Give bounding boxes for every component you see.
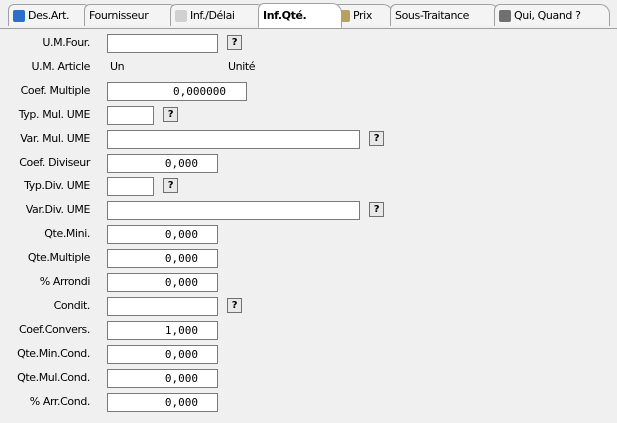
text-input[interactable]: 1,000 xyxy=(107,320,218,340)
tab-label: Prix xyxy=(353,9,372,22)
tab[interactable]: Sous-Traitance xyxy=(390,4,500,26)
text-input[interactable]: 0,000 xyxy=(107,273,218,292)
tab[interactable]: Fournisseur xyxy=(84,4,179,26)
text-input[interactable] xyxy=(107,201,360,221)
text-input[interactable]: 0,000 xyxy=(107,225,218,245)
field-label: Typ.Div. UME xyxy=(24,179,90,193)
text-input[interactable]: 0,000000 xyxy=(107,81,247,101)
help-button[interactable]: ? xyxy=(227,35,242,50)
field-label: Var. Mul. UME xyxy=(20,131,90,145)
unit-label: Unité xyxy=(228,59,256,73)
tab[interactable]: Inf.Qté. xyxy=(258,3,342,28)
field-label: Condit. xyxy=(53,298,91,312)
field-label: Qte.Mini. xyxy=(44,227,90,241)
field-label: Coef.Convers. xyxy=(19,322,90,336)
help-button[interactable]: ? xyxy=(227,297,242,313)
field-label: Coef. Multiple xyxy=(20,83,91,97)
help-button[interactable]: ? xyxy=(369,130,384,146)
tab-label: Sous-Traitance xyxy=(395,9,470,22)
field-label: Var.Div. UME xyxy=(25,203,91,217)
tab[interactable]: Qui, Quand ? xyxy=(494,4,610,26)
tab-label: Inf./Délai xyxy=(190,9,235,22)
tab[interactable]: Inf./Délai xyxy=(170,4,267,26)
help-button[interactable]: ? xyxy=(369,202,384,218)
unit-value: Un xyxy=(110,59,125,73)
field-label: Qte.Multiple xyxy=(27,251,91,265)
field-label: Qte.Min.Cond. xyxy=(17,346,90,360)
tab-bar: Des.Art. Fournisseur Inf./Délai Inf.Qté. Pri… xyxy=(0,0,617,29)
text-input[interactable]: 0,000 xyxy=(107,368,218,388)
text-input[interactable] xyxy=(107,34,218,53)
help-button[interactable]: ? xyxy=(163,106,178,122)
tab-label: Des.Art. xyxy=(28,9,70,22)
tab-icon xyxy=(175,9,187,22)
tab[interactable]: Des.Art. xyxy=(8,4,93,26)
field-label: % Arr.Cond. xyxy=(29,394,91,408)
text-input[interactable] xyxy=(107,296,218,316)
field-label: Coef. Diviseur xyxy=(19,155,90,169)
field-label: Typ. Mul. UME xyxy=(18,107,91,121)
field-label: U.M.Four. xyxy=(42,36,90,49)
text-input[interactable]: 0,000 xyxy=(107,249,218,269)
tab-icon xyxy=(499,9,511,22)
tab[interactable]: Prix xyxy=(333,4,393,26)
field-label: % Arrondi xyxy=(39,275,91,288)
field-label: U.M. Article xyxy=(31,59,90,73)
text-input[interactable]: 0,000 xyxy=(107,344,218,364)
field-label: Qte.Mul.Cond. xyxy=(17,370,90,384)
tab-label: Qui, Quand ? xyxy=(514,9,581,22)
text-input[interactable] xyxy=(107,177,154,197)
tab-icon xyxy=(13,9,25,22)
text-input[interactable]: 0,000 xyxy=(107,392,218,412)
text-input[interactable]: 0,000 xyxy=(107,153,218,173)
text-input[interactable] xyxy=(107,105,154,125)
tab-label: Inf.Qté. xyxy=(263,9,307,22)
tab-label: Fournisseur xyxy=(89,9,149,22)
help-button[interactable]: ? xyxy=(163,178,178,194)
text-input[interactable] xyxy=(107,129,360,149)
